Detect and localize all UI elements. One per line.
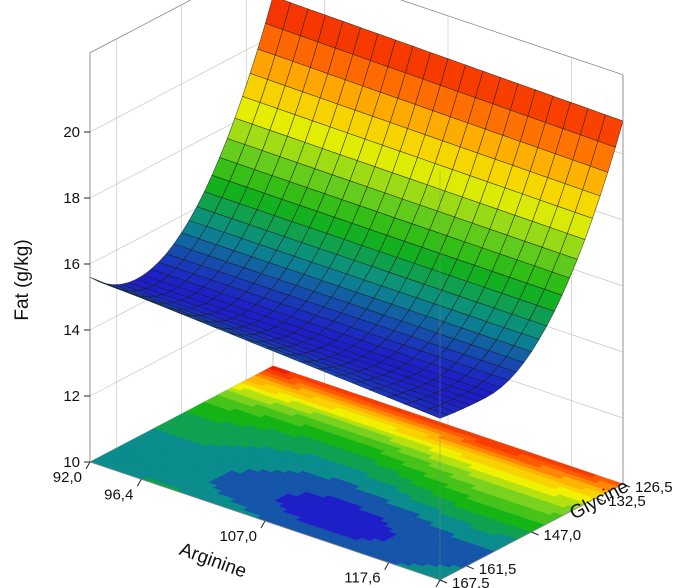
axis-ticks: 10121416182092,096,4107,0117,6122,0126,5…	[53, 124, 673, 588]
x-tick-mark	[435, 579, 441, 588]
y-tick-mark	[596, 497, 604, 502]
z-tick-label: 14	[63, 322, 80, 339]
x-tick-label: 117,6	[344, 570, 380, 587]
z-tick-label: 10	[63, 454, 80, 471]
x-tick-label: 92,0	[53, 469, 82, 486]
x-tick-mark	[85, 461, 91, 470]
z-tick-label: 12	[63, 388, 80, 405]
response-surface	[89, 0, 624, 419]
y-tick-label: 132,5	[608, 493, 646, 510]
y-tick-mark	[622, 483, 631, 488]
x-tick-label: 96,4	[104, 486, 133, 503]
x-tick-mark	[136, 479, 142, 487]
y-tick-mark	[466, 565, 474, 570]
z-axis-title: Fat (g/kg)	[12, 239, 33, 320]
floor-contour	[89, 365, 624, 581]
y-tick-label: 126,5	[635, 479, 673, 496]
y-tick-mark	[531, 531, 539, 536]
z-tick-label: 16	[63, 256, 80, 273]
y-tick-mark	[439, 579, 448, 584]
x-tick-mark	[384, 562, 390, 570]
y-tick-label: 161,5	[479, 561, 517, 578]
z-tick-label: 20	[63, 124, 80, 141]
surface-cell	[421, 408, 449, 419]
y-tick-label: 147,0	[544, 527, 582, 544]
z-tick-label: 18	[63, 190, 80, 207]
x-tick-mark	[260, 520, 266, 529]
x-axis-title: Arginine	[177, 539, 250, 583]
x-tick-label: 107,0	[219, 528, 257, 545]
y-tick-label: 167,5	[452, 575, 490, 588]
